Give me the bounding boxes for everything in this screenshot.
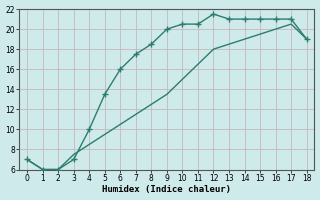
X-axis label: Humidex (Indice chaleur): Humidex (Indice chaleur) (102, 185, 231, 194)
